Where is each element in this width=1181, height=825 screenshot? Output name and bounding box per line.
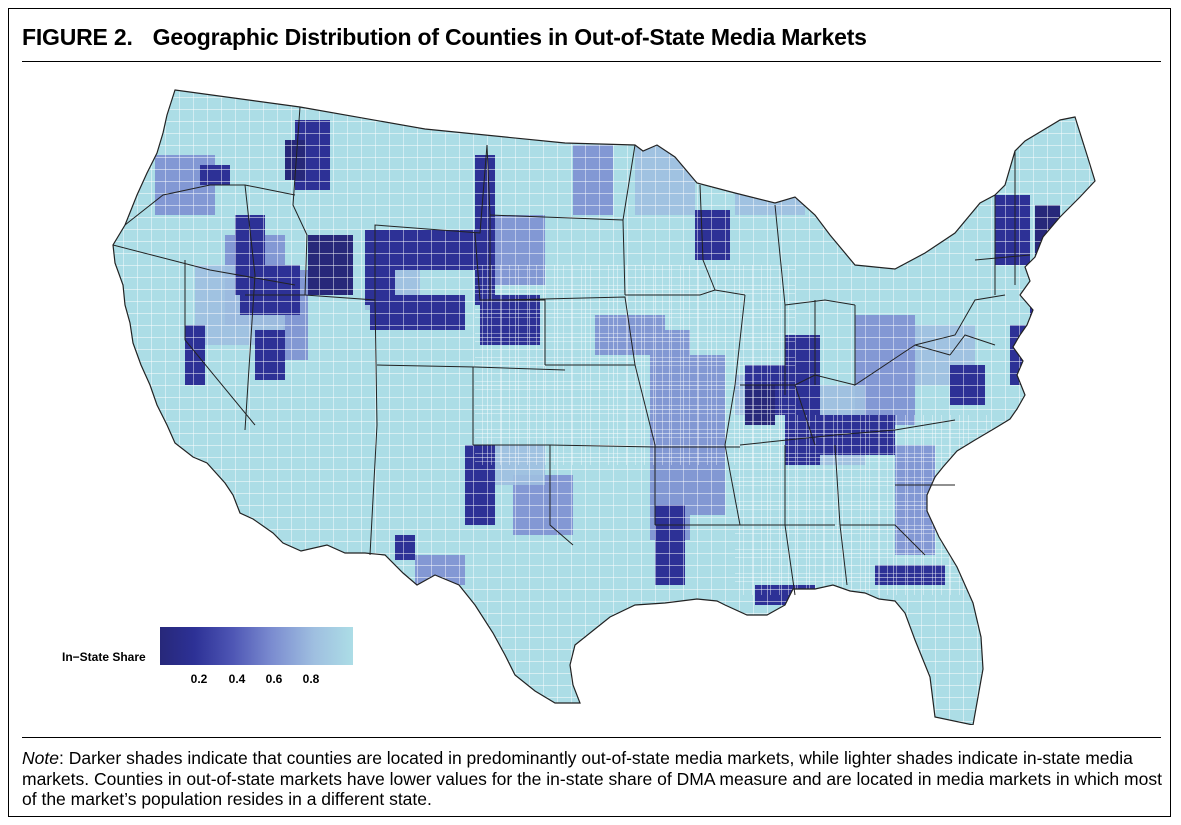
figure-header: FIGURE 2. Geographic Distribution of Coun…	[22, 24, 867, 51]
note-rule	[22, 737, 1161, 738]
legend-tick-label: 0.2	[190, 672, 208, 686]
note-label: Note	[22, 748, 59, 768]
figure-title: Geographic Distribution of Counties in O…	[152, 24, 867, 50]
figure-number: FIGURE 2.	[22, 24, 133, 50]
legend-title: In−State Share	[62, 650, 146, 664]
us-county-map	[112, 89, 1096, 725]
legend-tick-label: 0.6	[265, 672, 283, 686]
legend-tick-label: 0.8	[302, 672, 320, 686]
title-rule	[22, 61, 1161, 62]
note-text: : Darker shades indicate that counties a…	[22, 748, 1162, 809]
state-borders	[112, 89, 1096, 725]
legend-tick-label: 0.4	[228, 672, 246, 686]
legend-color-bar	[160, 627, 353, 665]
figure-note: Note: Darker shades indicate that counti…	[22, 748, 1162, 810]
